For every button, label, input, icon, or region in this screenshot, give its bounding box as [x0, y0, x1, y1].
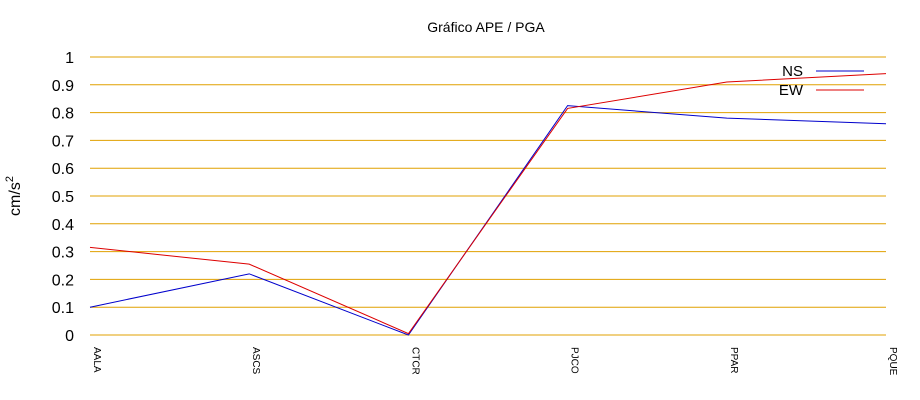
- legend: NS EW: [779, 63, 864, 99]
- y-tick-label: 0.9: [52, 78, 74, 95]
- x-tick-label: CTCR: [409, 347, 420, 375]
- chart-title: Gráfico APE / PGA: [427, 19, 545, 35]
- y-tick-label: 0.5: [52, 189, 74, 206]
- grid: [90, 56, 886, 336]
- legend-label-ns: NS: [782, 63, 803, 80]
- y-tick-label: 0.8: [52, 106, 74, 123]
- y-tick-label: 0: [65, 328, 74, 345]
- y-ticks: 0 0.1 0.2 0.3 0.4 0.5 0.6 0.7 0.8 0.9 1: [52, 50, 74, 345]
- y-axis-label-exponent: 2: [4, 176, 16, 182]
- y-tick-label: 0.7: [52, 133, 74, 150]
- y-axis-label-base: cm/s: [7, 182, 24, 216]
- y-tick-label: 0.6: [52, 161, 74, 178]
- x-tick-label: PQUE: [887, 347, 898, 376]
- y-tick-label: 0.4: [52, 217, 74, 234]
- x-tick-label: PJCO: [569, 347, 580, 374]
- x-ticks: AALA ASCS CTCR PJCO PPAR PQUE: [91, 347, 898, 376]
- legend-label-ew: EW: [779, 82, 804, 99]
- y-tick-label: 0.3: [52, 245, 74, 262]
- y-tick-label: 0.1: [52, 300, 74, 317]
- series-line-ew: [89, 73, 887, 335]
- y-tick-label: 0.2: [52, 272, 74, 289]
- y-tick-label: 1: [65, 50, 74, 67]
- series-group: [89, 73, 887, 336]
- x-tick-label: AALA: [91, 347, 102, 373]
- x-tick-label: PPAR: [728, 347, 739, 374]
- y-axis-label: cm/s2: [4, 176, 24, 216]
- x-tick-label: ASCS: [250, 347, 261, 375]
